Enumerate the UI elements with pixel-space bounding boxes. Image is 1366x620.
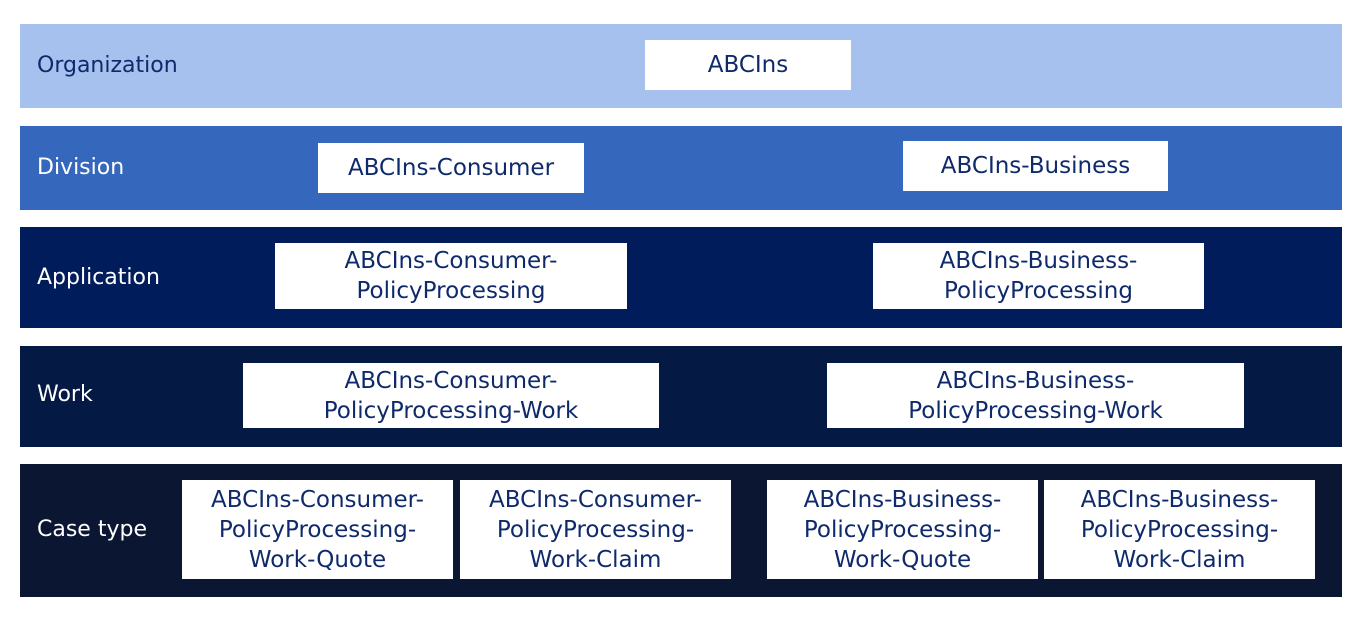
application-band: Application ABCIns-Consumer- PolicyProce… <box>20 227 1342 328</box>
node-abcins-business: ABCIns-Business <box>903 141 1168 191</box>
organization-band: Organization ABCIns <box>20 24 1342 108</box>
node-business-work-claim: ABCIns-Business- PolicyProcessing- Work-… <box>1044 480 1315 579</box>
node-line: Work-Claim <box>489 545 702 575</box>
node-line: Work-Claim <box>1081 545 1279 575</box>
node-line: ABCIns <box>708 50 789 80</box>
node-consumer-work-quote: ABCIns-Consumer- PolicyProcessing- Work-… <box>182 480 453 579</box>
node-line: ABCIns-Consumer- <box>489 485 702 515</box>
node-line: Work-Quote <box>804 545 1002 575</box>
node-line: ABCIns-Consumer- <box>324 366 579 396</box>
work-band: Work ABCIns-Consumer- PolicyProcessing-W… <box>20 346 1342 447</box>
node-line: ABCIns-Consumer- <box>211 485 424 515</box>
work-label: Work <box>37 382 93 408</box>
node-line: ABCIns-Business- <box>908 366 1163 396</box>
node-consumer-policyprocessing: ABCIns-Consumer- PolicyProcessing <box>275 243 627 309</box>
node-abcins: ABCIns <box>645 40 851 90</box>
node-line: PolicyProcessing <box>940 276 1138 306</box>
node-line: ABCIns-Business <box>941 151 1130 181</box>
node-line: PolicyProcessing- <box>804 515 1002 545</box>
node-line: ABCIns-Consumer- <box>345 246 558 276</box>
division-label: Division <box>37 155 124 181</box>
node-abcins-consumer: ABCIns-Consumer <box>318 143 584 193</box>
node-line: PolicyProcessing- <box>489 515 702 545</box>
case-type-band: Case type ABCIns-Consumer- PolicyProcess… <box>20 464 1342 597</box>
node-line: PolicyProcessing- <box>1081 515 1279 545</box>
node-business-work-quote: ABCIns-Business- PolicyProcessing- Work-… <box>767 480 1038 579</box>
node-business-policyprocessing-work: ABCIns-Business- PolicyProcessing-Work <box>827 363 1244 428</box>
node-consumer-work-claim: ABCIns-Consumer- PolicyProcessing- Work-… <box>460 480 731 579</box>
node-line: PolicyProcessing <box>345 276 558 306</box>
node-line: PolicyProcessing- <box>211 515 424 545</box>
case-type-label: Case type <box>37 517 147 543</box>
node-line: ABCIns-Business- <box>940 246 1138 276</box>
node-consumer-policyprocessing-work: ABCIns-Consumer- PolicyProcessing-Work <box>243 363 659 428</box>
node-line: PolicyProcessing-Work <box>908 396 1163 426</box>
application-label: Application <box>37 265 160 291</box>
division-band: Division ABCIns-Consumer ABCIns-Business <box>20 126 1342 210</box>
node-line: PolicyProcessing-Work <box>324 396 579 426</box>
node-line: Work-Quote <box>211 545 424 575</box>
organization-label: Organization <box>37 53 178 79</box>
node-business-policyprocessing: ABCIns-Business- PolicyProcessing <box>873 243 1204 309</box>
node-line: ABCIns-Consumer <box>348 153 554 183</box>
node-line: ABCIns-Business- <box>804 485 1002 515</box>
node-line: ABCIns-Business- <box>1081 485 1279 515</box>
